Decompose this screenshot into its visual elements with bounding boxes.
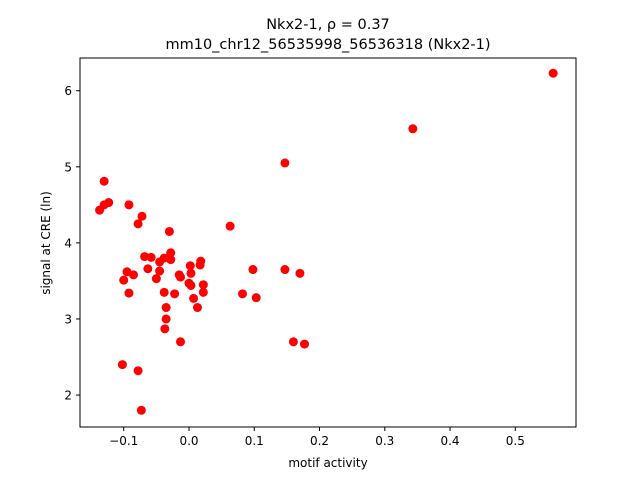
x-tick-label: 0.0 [179, 434, 198, 448]
data-point [280, 265, 290, 275]
data-point [288, 337, 298, 347]
data-point [195, 260, 205, 270]
data-point [186, 280, 196, 290]
y-tick-label: 2 [64, 389, 72, 403]
data-point [140, 252, 150, 262]
data-point [548, 68, 558, 78]
data-point [185, 261, 195, 271]
data-point [124, 288, 134, 298]
x-tick-label: 0.2 [310, 434, 329, 448]
data-points [95, 68, 558, 415]
data-point [248, 265, 258, 275]
data-point [186, 268, 196, 278]
data-point [133, 219, 143, 229]
data-point [189, 293, 199, 303]
data-point [251, 293, 261, 303]
data-point [192, 303, 202, 313]
data-point [133, 366, 143, 376]
data-point [160, 324, 170, 334]
data-point [198, 287, 208, 297]
x-tick-label: 0.1 [245, 434, 264, 448]
data-point [119, 275, 129, 285]
data-point [146, 252, 156, 262]
data-point [300, 339, 310, 349]
x-axis-ticks: −0.1 0.0 0.1 0.2 0.3 0.4 0.5 [109, 427, 525, 448]
data-point [124, 200, 134, 210]
y-axis-ticks: 2 3 4 5 6 [64, 84, 80, 403]
data-point [176, 272, 186, 282]
chart-title-line2: mm10_chr12_56535998_56536318 (Nkx2-1) [165, 37, 490, 53]
data-point [161, 303, 171, 313]
data-point [137, 211, 147, 221]
data-point [99, 176, 109, 186]
data-point [129, 270, 139, 280]
x-tick-label: 0.5 [506, 434, 525, 448]
data-point [151, 274, 161, 284]
data-point [117, 360, 127, 370]
data-point [176, 337, 186, 347]
data-point [143, 264, 153, 274]
x-tick-label: 0.4 [440, 434, 459, 448]
data-point [198, 280, 208, 290]
data-point [155, 257, 165, 267]
data-point [159, 287, 169, 297]
data-point [295, 268, 305, 278]
y-tick-label: 4 [64, 236, 72, 250]
data-point [164, 226, 174, 236]
data-point [161, 314, 171, 324]
data-point [238, 289, 248, 299]
y-tick-label: 5 [64, 160, 72, 174]
data-point [166, 255, 176, 265]
x-tick-label: 0.3 [375, 434, 394, 448]
data-point [170, 289, 180, 299]
chart-title-line1: Nkx2-1, ρ = 0.37 [266, 17, 390, 33]
y-axis-label: signal at CRE (ln) [39, 191, 53, 295]
x-tick-label: −0.1 [109, 434, 138, 448]
data-point [225, 221, 235, 231]
y-tick-label: 6 [64, 84, 72, 98]
data-point [95, 205, 105, 215]
data-point [408, 124, 418, 134]
data-point [280, 158, 290, 168]
data-point [155, 266, 165, 276]
y-tick-label: 3 [64, 312, 72, 326]
x-axis-label: motif activity [288, 456, 367, 470]
data-point [166, 248, 176, 258]
data-point [136, 405, 146, 415]
